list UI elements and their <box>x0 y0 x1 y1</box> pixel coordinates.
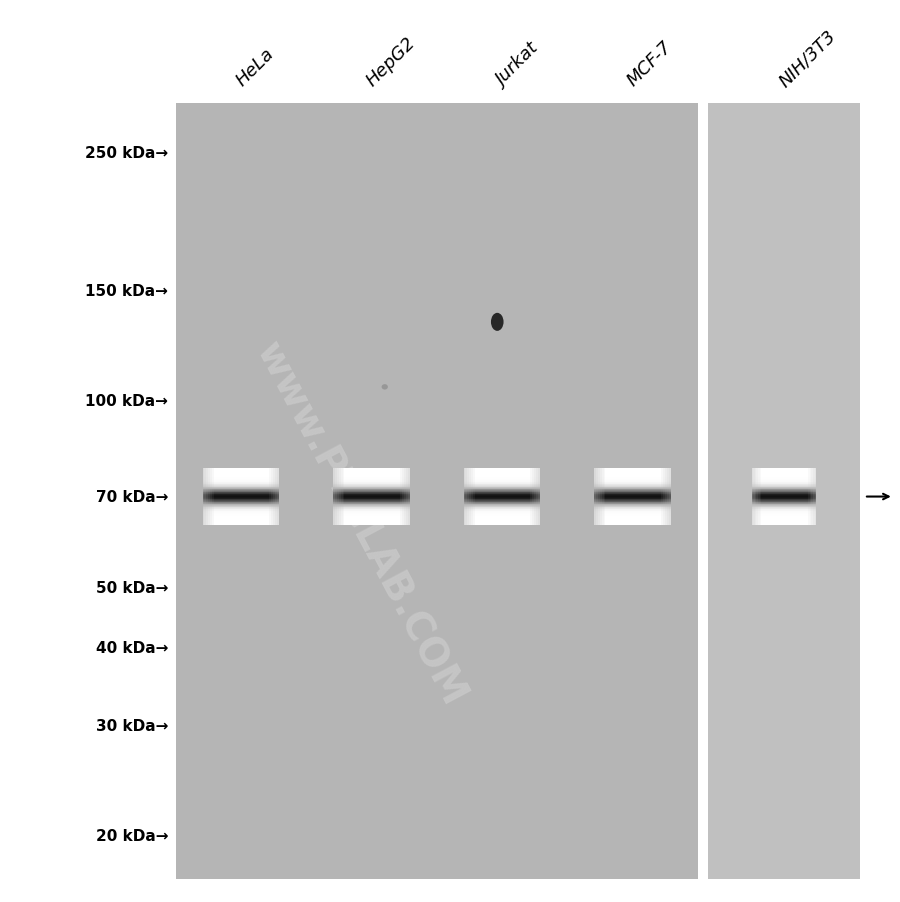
Text: HepG2: HepG2 <box>363 34 419 90</box>
Bar <box>469 468 472 525</box>
Bar <box>343 468 345 525</box>
Bar <box>206 468 208 525</box>
Bar <box>599 468 602 525</box>
Bar <box>176 104 698 879</box>
Bar <box>472 468 473 525</box>
Bar <box>333 468 335 525</box>
Bar <box>533 468 535 525</box>
Bar <box>536 468 538 525</box>
Bar <box>669 468 670 525</box>
Bar <box>402 468 404 525</box>
Bar <box>755 468 756 525</box>
Bar <box>812 468 813 525</box>
Text: 150 kDa→: 150 kDa→ <box>86 283 168 299</box>
Text: 20 kDa→: 20 kDa→ <box>95 828 168 843</box>
Bar <box>808 468 810 525</box>
Bar <box>604 468 606 525</box>
Text: 30 kDa→: 30 kDa→ <box>96 719 168 733</box>
Bar <box>530 468 533 525</box>
Bar <box>202 468 204 525</box>
Bar <box>758 468 760 525</box>
Bar <box>596 468 598 525</box>
Bar <box>338 468 341 525</box>
Bar <box>211 468 212 525</box>
Bar <box>667 468 669 525</box>
Bar <box>275 468 277 525</box>
Bar <box>665 468 667 525</box>
Bar <box>406 468 408 525</box>
Bar <box>756 468 758 525</box>
Bar <box>752 468 753 525</box>
Bar <box>464 468 465 525</box>
Bar <box>408 468 410 525</box>
Bar <box>663 468 665 525</box>
Bar <box>212 468 214 525</box>
Text: Jurkat: Jurkat <box>493 41 544 90</box>
Text: 70 kDa→: 70 kDa→ <box>96 490 168 504</box>
Ellipse shape <box>382 385 388 391</box>
Text: 50 kDa→: 50 kDa→ <box>96 580 168 595</box>
Bar <box>335 468 337 525</box>
Bar <box>341 468 343 525</box>
Bar <box>404 468 406 525</box>
Bar <box>337 468 338 525</box>
Bar <box>271 468 274 525</box>
Bar <box>535 468 536 525</box>
Bar <box>204 468 206 525</box>
Bar <box>400 468 401 525</box>
Bar <box>760 468 761 525</box>
Bar <box>708 104 860 879</box>
Bar <box>810 468 812 525</box>
Bar <box>208 468 211 525</box>
Bar <box>274 468 275 525</box>
Bar <box>602 468 604 525</box>
Bar <box>467 468 469 525</box>
Bar <box>473 468 475 525</box>
Bar <box>813 468 814 525</box>
Bar <box>753 468 755 525</box>
Bar <box>465 468 467 525</box>
Bar <box>598 468 599 525</box>
Text: 250 kDa→: 250 kDa→ <box>86 145 168 161</box>
Text: 100 kDa→: 100 kDa→ <box>86 393 168 408</box>
Text: HeLa: HeLa <box>232 45 277 90</box>
Bar <box>269 468 271 525</box>
Text: 40 kDa→: 40 kDa→ <box>96 640 168 656</box>
Bar <box>277 468 279 525</box>
Ellipse shape <box>491 314 504 332</box>
Bar <box>538 468 540 525</box>
Bar <box>594 468 596 525</box>
Text: www.PTGLAB.COM: www.PTGLAB.COM <box>248 335 472 712</box>
Text: MCF-7: MCF-7 <box>624 38 676 90</box>
Bar <box>661 468 663 525</box>
Bar <box>814 468 816 525</box>
Text: NIH/3T3: NIH/3T3 <box>776 26 840 90</box>
